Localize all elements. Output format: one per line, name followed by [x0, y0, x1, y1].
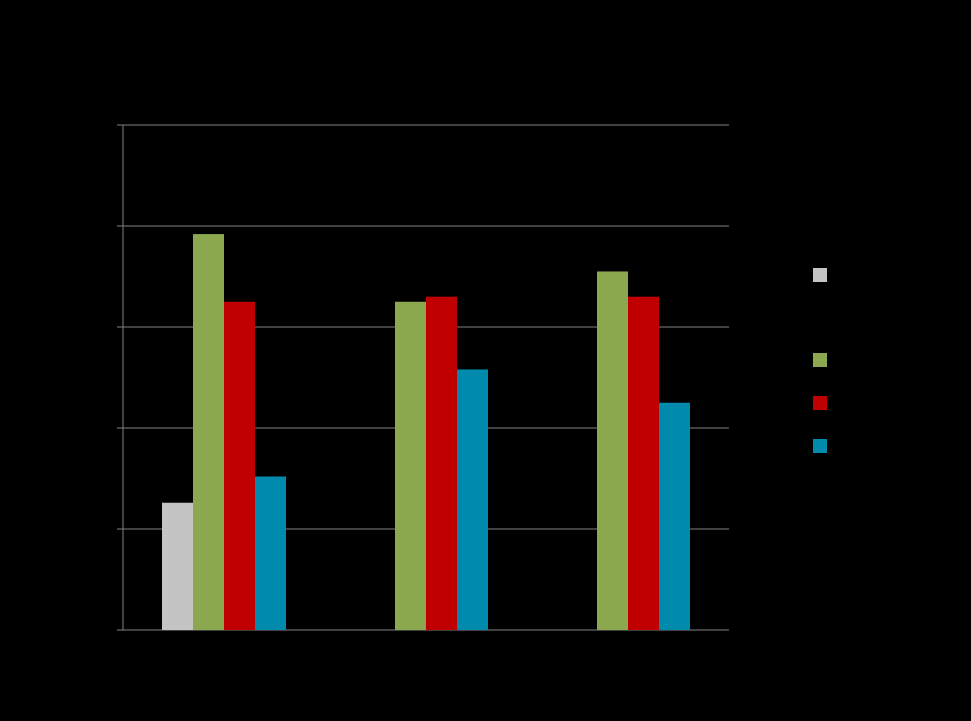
legend-swatch-series-2: [813, 353, 827, 367]
bar-series-4-group-1: [255, 476, 286, 630]
bar-series-4-group-2: [457, 369, 488, 630]
bar-series-1-group-1: [162, 502, 193, 630]
bar-series-4-group-3: [659, 402, 690, 630]
legend: [813, 268, 827, 453]
legend-swatch-series-3: [813, 396, 827, 410]
bar-series-3-group-1: [224, 301, 255, 630]
bar-series-2-group-2: [395, 301, 426, 630]
bar-series-3-group-2: [426, 296, 457, 630]
legend-swatch-series-1: [813, 268, 827, 282]
legend-swatch-series-4: [813, 439, 827, 453]
bar-series-3-group-3: [628, 296, 659, 630]
bars: [162, 234, 690, 630]
bar-series-2-group-3: [597, 271, 628, 630]
bar-series-2-group-1: [193, 234, 224, 630]
